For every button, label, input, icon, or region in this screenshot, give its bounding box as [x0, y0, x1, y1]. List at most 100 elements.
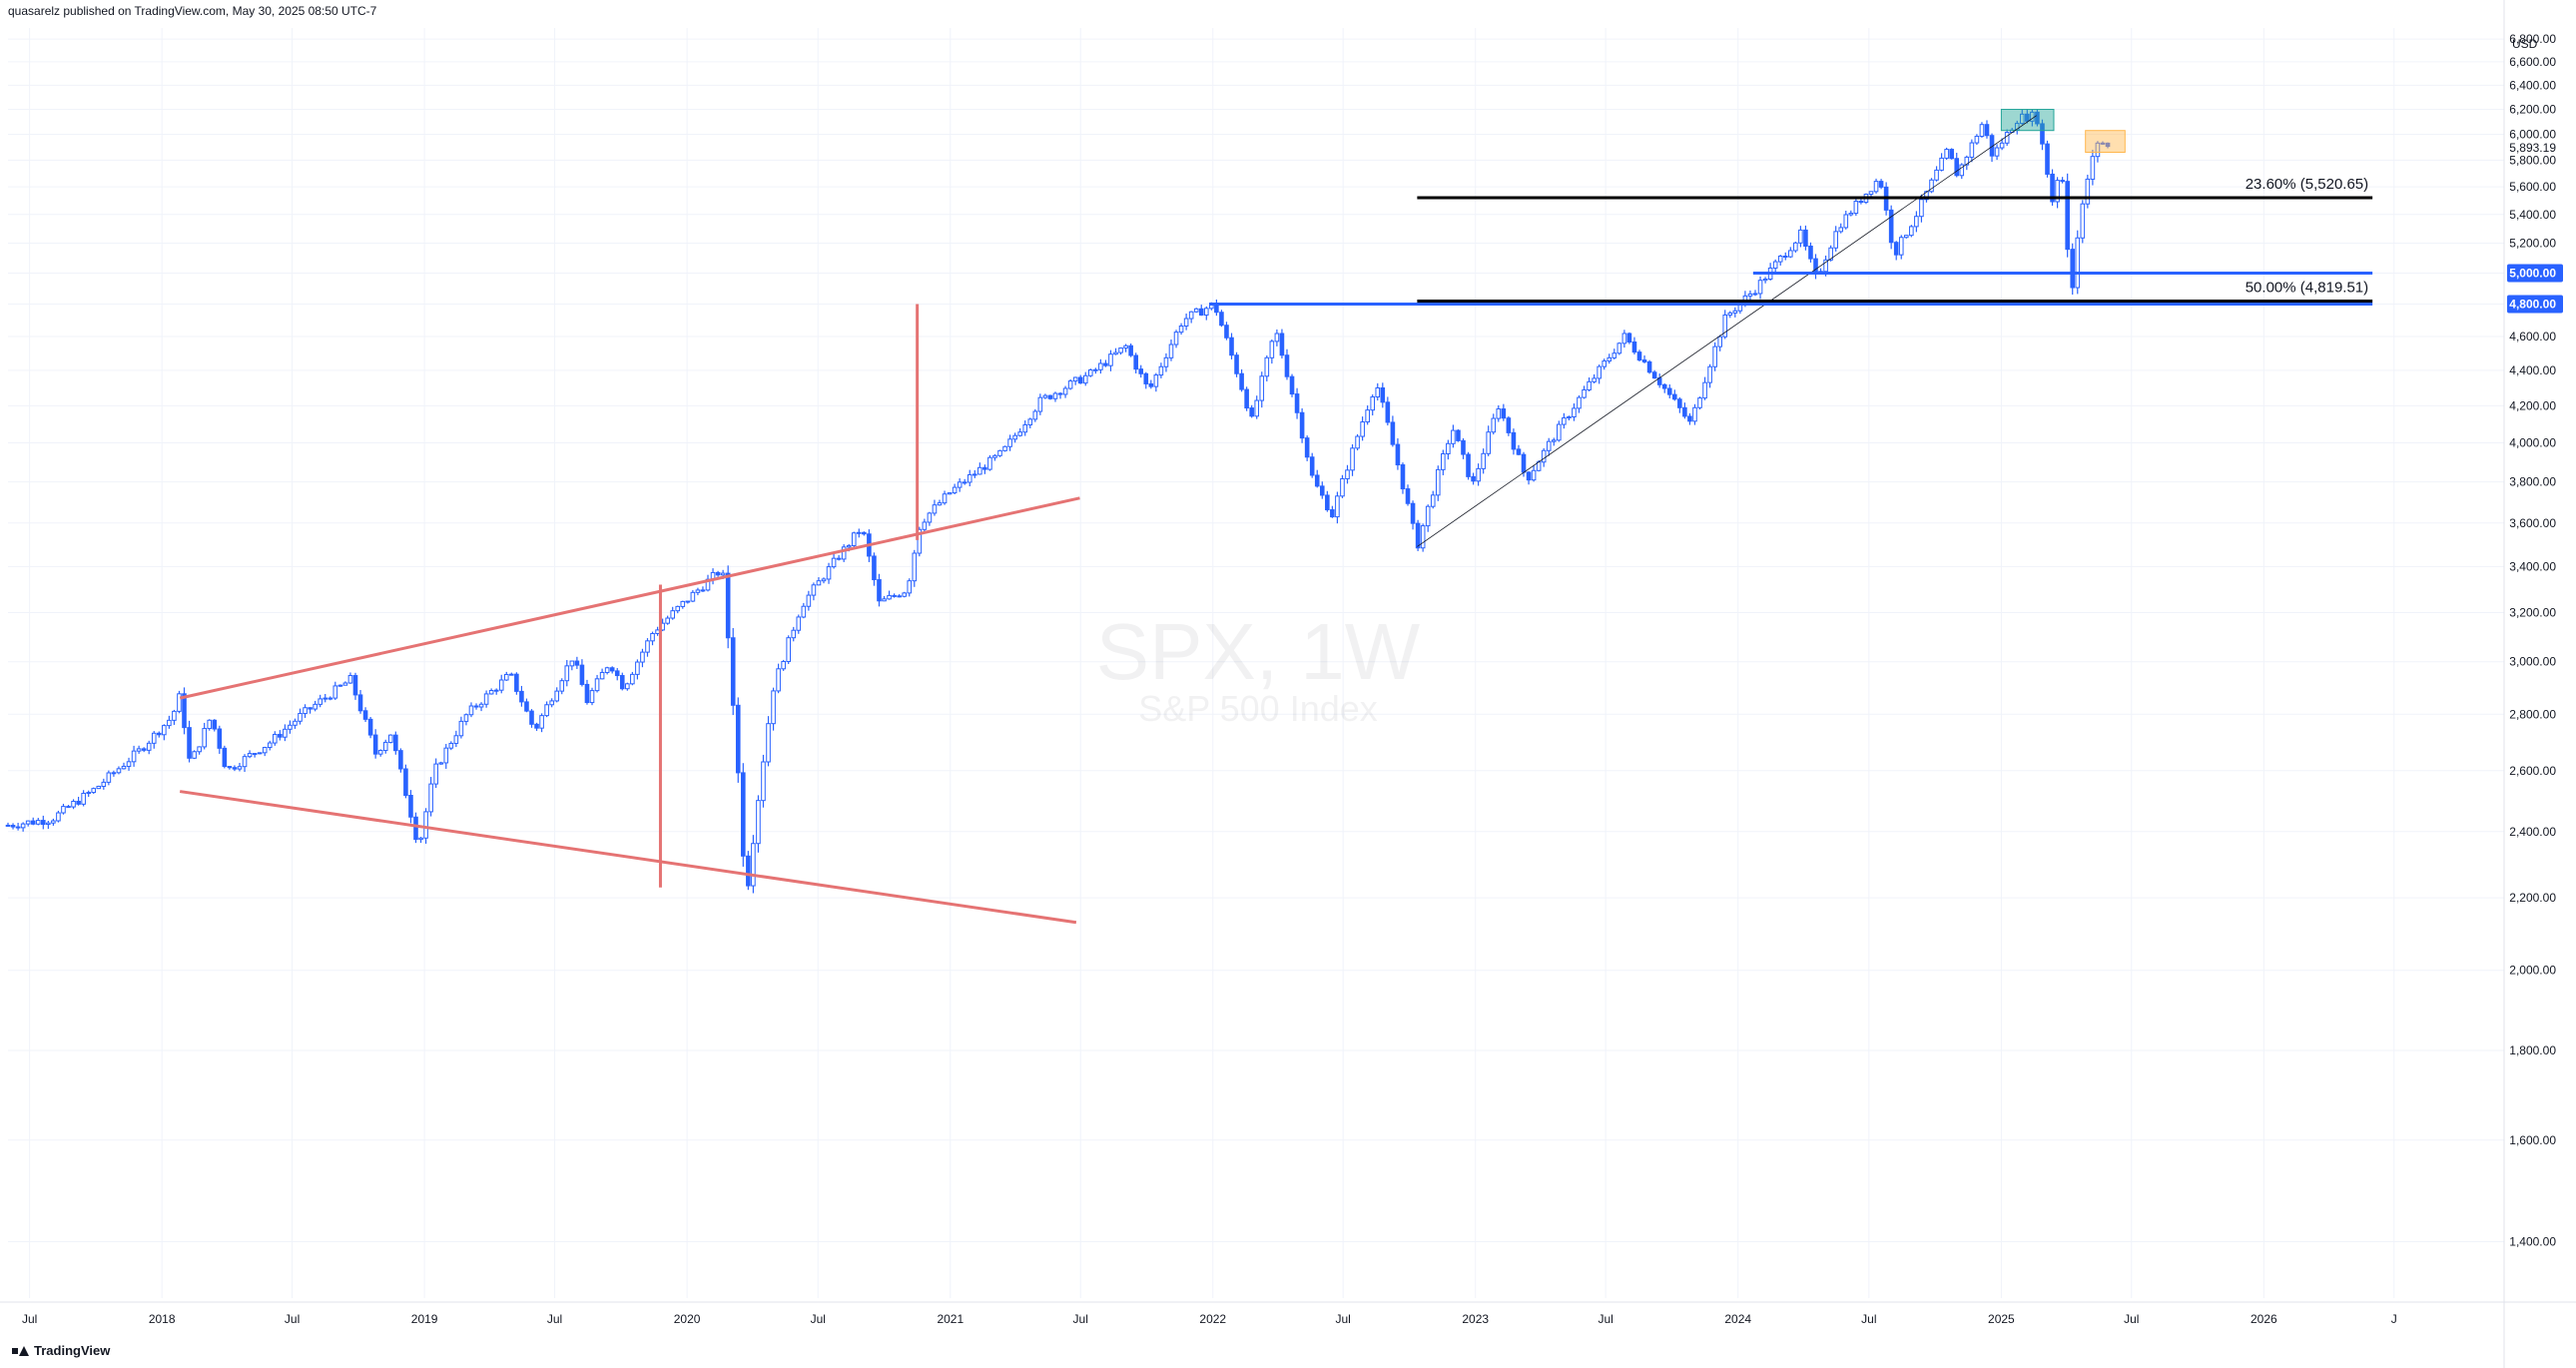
- candle-body: [1621, 333, 1627, 344]
- level-label-1: 23.60% (5,520.65): [2246, 176, 2368, 193]
- candle-body: [1203, 308, 1209, 317]
- y-tick-label: 2,200.00: [2509, 891, 2556, 905]
- candle-body: [1340, 477, 1345, 497]
- candle-body: [1939, 157, 1944, 171]
- y-tick-label: 3,000.00: [2509, 655, 2556, 669]
- candle-body: [131, 750, 137, 763]
- candle-body: [318, 698, 322, 705]
- candle-body: [126, 761, 132, 767]
- candle-body: [1153, 374, 1159, 387]
- candle-body: [1138, 368, 1144, 374]
- candle-body: [10, 825, 16, 828]
- candle-body: [806, 594, 812, 607]
- price-tag-bg: [2507, 264, 2563, 283]
- candle-body: [41, 820, 46, 826]
- candle-body: [2075, 237, 2081, 289]
- candle-body: [1017, 431, 1022, 436]
- tradingview-logo[interactable]: TradingView: [12, 1343, 110, 1358]
- candle-body: [1330, 509, 1335, 518]
- candle-body: [443, 747, 449, 764]
- candle-body: [96, 785, 102, 790]
- candle-body: [1284, 354, 1290, 377]
- candle-body: [2105, 142, 2111, 148]
- trendline-2: [179, 790, 1077, 925]
- candle-body: [857, 531, 862, 534]
- candle-body: [811, 584, 817, 596]
- candle-body: [1466, 453, 1471, 477]
- candle-body: [257, 752, 263, 755]
- candle-body: [1319, 485, 1325, 496]
- candle-body: [1148, 382, 1154, 387]
- candle-body: [242, 756, 248, 768]
- candle-body: [2100, 142, 2106, 145]
- candle-body: [1183, 318, 1189, 328]
- candle-body: [519, 690, 524, 703]
- candle-body: [71, 800, 76, 808]
- candle-body: [1999, 142, 2005, 149]
- candle-body: [1314, 474, 1320, 487]
- candle-body: [836, 557, 842, 560]
- candle-body: [81, 792, 86, 805]
- candle-body: [342, 682, 348, 686]
- candle-body: [25, 820, 31, 825]
- candle-body: [1697, 397, 1702, 408]
- candle-body: [1259, 375, 1265, 401]
- candle-body: [1087, 368, 1093, 376]
- candle-body: [1355, 435, 1360, 449]
- candle-body: [1909, 226, 1914, 237]
- candle-body: [971, 473, 977, 476]
- candle-body: [962, 481, 967, 484]
- x-tick-label: 2026: [2251, 1312, 2277, 1326]
- candle-body: [1456, 429, 1461, 441]
- candle-body: [1828, 247, 1833, 261]
- candle-body: [86, 792, 91, 795]
- candle-body: [1365, 409, 1370, 423]
- candle-body: [771, 690, 776, 725]
- candle-body: [227, 766, 233, 769]
- candle-body: [776, 668, 781, 692]
- candle-body: [162, 725, 167, 736]
- candle-body: [1451, 429, 1456, 444]
- candle-body: [377, 750, 383, 755]
- candle-body: [1873, 181, 1879, 193]
- candle-body: [2040, 123, 2045, 145]
- candle-body: [51, 820, 56, 824]
- candle-body: [766, 723, 771, 763]
- candle-body: [635, 661, 640, 675]
- candle-body: [463, 714, 469, 722]
- candle-body: [594, 678, 600, 692]
- candle-body: [982, 466, 987, 470]
- candle-body: [177, 693, 182, 712]
- candle-body: [237, 766, 243, 770]
- candle-body: [408, 795, 413, 818]
- candle-body: [387, 734, 393, 743]
- candle-body: [288, 724, 293, 730]
- x-tick-label: 2022: [1199, 1312, 1226, 1326]
- x-tick-label: 2019: [411, 1312, 438, 1326]
- candle-body: [327, 697, 333, 700]
- candle-body: [882, 598, 887, 602]
- candle-body: [362, 710, 368, 720]
- candle-body: [912, 552, 918, 582]
- candle-body: [438, 762, 444, 765]
- highlight-box-2: [2085, 130, 2126, 153]
- candle-body: [1002, 445, 1007, 451]
- candle-body: [382, 741, 388, 752]
- y-tick-label: 6,200.00: [2509, 103, 2556, 117]
- candle-body: [1636, 351, 1642, 361]
- candle-body: [167, 719, 172, 727]
- candle-body: [121, 765, 127, 770]
- candle-body: [5, 824, 11, 827]
- currency-label: USD: [2512, 37, 2538, 51]
- candle-body: [966, 473, 972, 483]
- candle-body: [1118, 347, 1123, 353]
- candle-body: [66, 806, 71, 809]
- candle-body: [1868, 191, 1874, 195]
- candle-body: [1173, 332, 1179, 345]
- candle-body: [1888, 209, 1894, 244]
- candle-body: [1486, 431, 1492, 454]
- candle-body: [952, 486, 958, 494]
- candle-body: [1878, 181, 1884, 188]
- candle-body: [212, 719, 218, 730]
